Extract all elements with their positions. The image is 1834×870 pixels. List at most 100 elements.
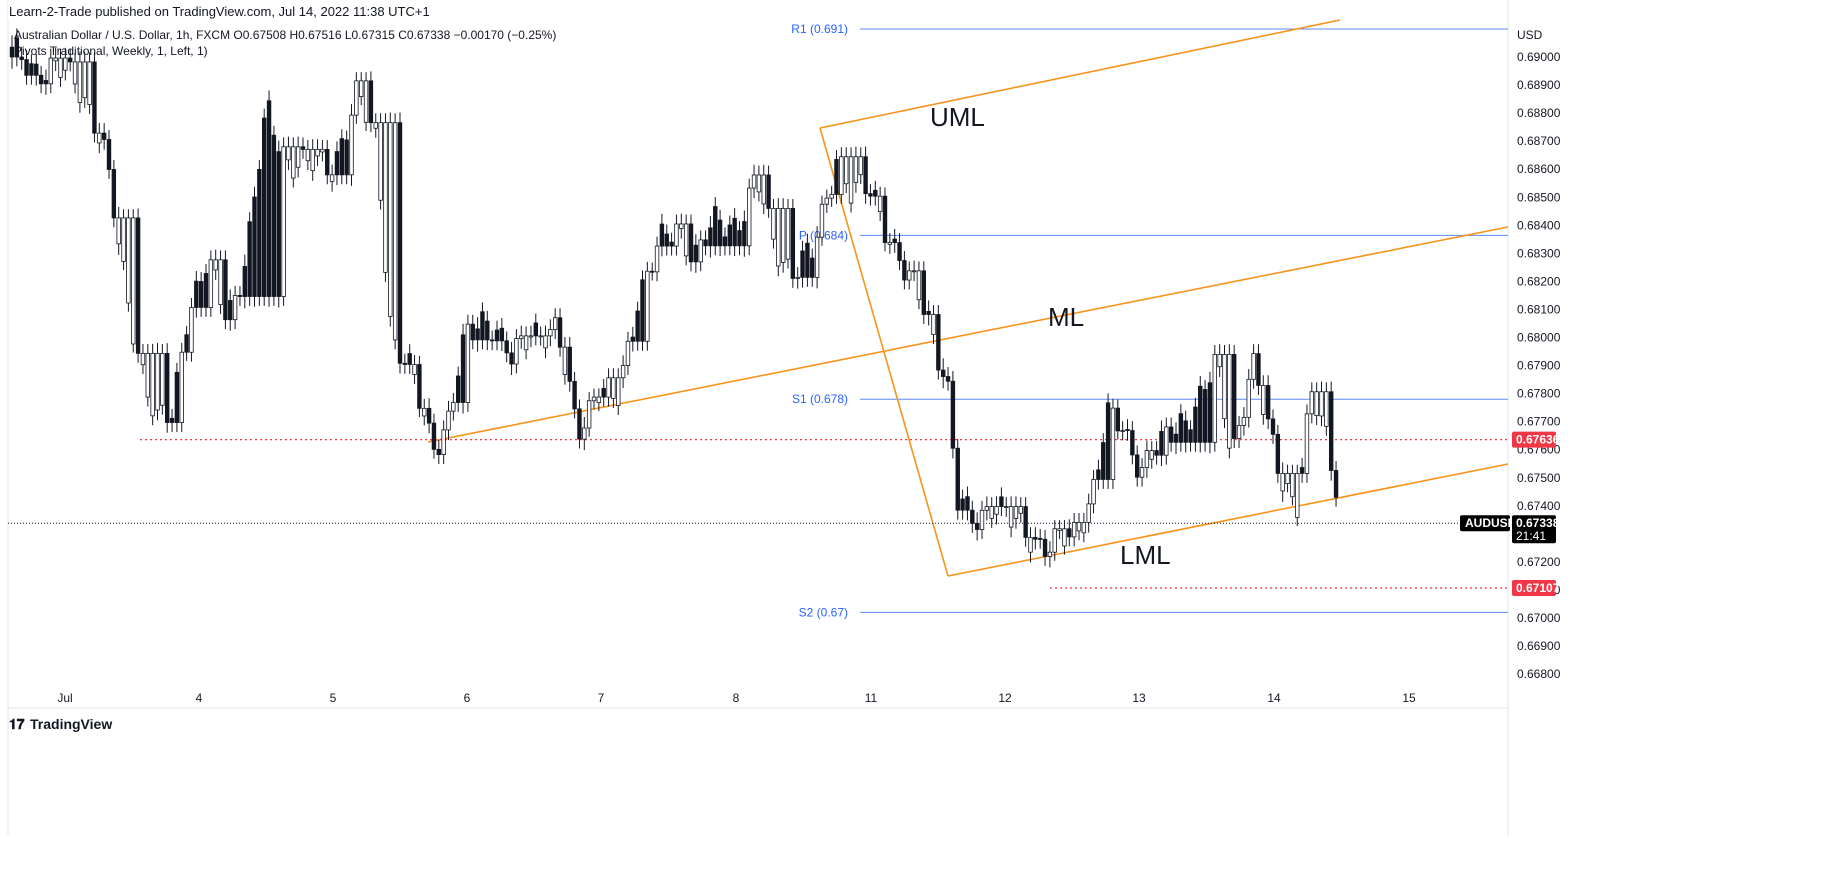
candle[interactable] bbox=[101, 122, 107, 150]
candle[interactable] bbox=[184, 326, 189, 361]
candle[interactable] bbox=[504, 331, 509, 363]
candle[interactable] bbox=[441, 420, 446, 465]
candle[interactable] bbox=[887, 233, 893, 254]
candle[interactable] bbox=[426, 398, 432, 434]
candle[interactable] bbox=[974, 512, 980, 541]
candle[interactable] bbox=[868, 184, 873, 206]
candle[interactable] bbox=[451, 393, 456, 421]
candle[interactable] bbox=[286, 136, 291, 171]
candle[interactable] bbox=[1130, 421, 1135, 465]
candle[interactable] bbox=[485, 310, 490, 351]
candle[interactable] bbox=[1115, 399, 1120, 440]
candle[interactable] bbox=[1168, 417, 1174, 452]
candle[interactable] bbox=[373, 113, 378, 138]
candle[interactable] bbox=[698, 230, 703, 272]
candle[interactable] bbox=[1309, 382, 1314, 424]
candle[interactable] bbox=[611, 368, 616, 408]
candle[interactable] bbox=[155, 343, 160, 421]
candle[interactable] bbox=[848, 147, 854, 213]
candle[interactable] bbox=[936, 305, 941, 380]
candle[interactable] bbox=[24, 50, 29, 85]
candle[interactable] bbox=[814, 226, 820, 289]
candle[interactable] bbox=[116, 206, 121, 255]
candle[interactable] bbox=[533, 313, 538, 346]
candle[interactable] bbox=[87, 52, 92, 114]
candle[interactable] bbox=[955, 438, 960, 520]
candle[interactable] bbox=[1202, 380, 1208, 452]
candle[interactable] bbox=[1314, 382, 1319, 425]
candle[interactable] bbox=[1275, 424, 1281, 483]
candle[interactable] bbox=[358, 72, 364, 106]
tradingview-logo[interactable]: 𝟏𝟕 TradingView bbox=[9, 716, 112, 732]
candle[interactable] bbox=[1033, 527, 1038, 550]
candle[interactable] bbox=[465, 314, 471, 412]
candle[interactable] bbox=[72, 52, 78, 94]
candle[interactable] bbox=[1076, 512, 1082, 541]
candle[interactable] bbox=[1241, 407, 1247, 436]
candle[interactable] bbox=[810, 248, 815, 287]
candle[interactable] bbox=[310, 139, 315, 181]
candle[interactable] bbox=[877, 186, 883, 222]
candle[interactable] bbox=[1256, 344, 1261, 395]
candle[interactable] bbox=[460, 323, 466, 414]
candle[interactable] bbox=[911, 260, 917, 282]
candle[interactable] bbox=[945, 367, 951, 391]
candle[interactable] bbox=[1086, 493, 1091, 533]
candle[interactable] bbox=[63, 47, 68, 81]
candle[interactable] bbox=[713, 197, 718, 256]
candle[interactable] bbox=[169, 408, 175, 432]
candle[interactable] bbox=[368, 71, 374, 133]
candle[interactable] bbox=[121, 209, 126, 271]
candle[interactable] bbox=[659, 213, 665, 257]
candle[interactable] bbox=[1290, 464, 1295, 506]
candle[interactable] bbox=[97, 122, 102, 154]
candle[interactable] bbox=[271, 125, 277, 306]
candle[interactable] bbox=[989, 497, 994, 528]
candle[interactable] bbox=[126, 209, 131, 312]
candle[interactable] bbox=[664, 224, 669, 256]
price-axis[interactable]: 0.69000 0.68900 0.68800 0.68700 0.68600 0.685… bbox=[1517, 50, 1561, 681]
candle[interactable] bbox=[68, 48, 73, 72]
candle[interactable] bbox=[1324, 382, 1329, 436]
candle[interactable] bbox=[679, 213, 684, 239]
candle[interactable] bbox=[747, 178, 752, 256]
candle[interactable] bbox=[960, 489, 965, 520]
candle[interactable] bbox=[780, 198, 786, 273]
candle[interactable] bbox=[625, 331, 631, 375]
candle[interactable] bbox=[14, 28, 20, 67]
candle[interactable] bbox=[1329, 381, 1334, 481]
candle[interactable] bbox=[436, 439, 441, 465]
candle[interactable] bbox=[645, 261, 650, 351]
candle[interactable] bbox=[800, 240, 805, 288]
candle[interactable] bbox=[43, 69, 49, 95]
candle[interactable] bbox=[839, 147, 844, 204]
candle[interactable] bbox=[567, 336, 572, 392]
candle[interactable] bbox=[1105, 393, 1111, 489]
candles[interactable] bbox=[9, 28, 1339, 568]
candle[interactable] bbox=[213, 249, 218, 281]
candle[interactable] bbox=[247, 212, 252, 306]
candle[interactable] bbox=[805, 233, 810, 287]
candle[interactable] bbox=[1091, 470, 1096, 514]
candle[interactable] bbox=[984, 496, 990, 521]
candle[interactable] bbox=[742, 210, 747, 257]
candle[interactable] bbox=[635, 301, 640, 351]
candle[interactable] bbox=[455, 366, 461, 412]
candle[interactable] bbox=[9, 35, 15, 69]
candle[interactable] bbox=[164, 343, 170, 433]
candle[interactable] bbox=[873, 180, 878, 206]
candle[interactable] bbox=[785, 198, 791, 269]
candle[interactable] bbox=[48, 48, 53, 94]
candle[interactable] bbox=[538, 326, 543, 346]
candle[interactable] bbox=[751, 164, 757, 199]
candle[interactable] bbox=[1164, 417, 1169, 465]
candle[interactable] bbox=[1004, 497, 1009, 517]
candle[interactable] bbox=[519, 325, 524, 349]
candle[interactable] bbox=[232, 286, 238, 330]
candle[interactable] bbox=[950, 371, 956, 459]
candle[interactable] bbox=[916, 261, 922, 310]
candle[interactable] bbox=[994, 496, 999, 525]
candle[interactable] bbox=[1135, 445, 1140, 487]
candle[interactable] bbox=[1178, 404, 1184, 452]
